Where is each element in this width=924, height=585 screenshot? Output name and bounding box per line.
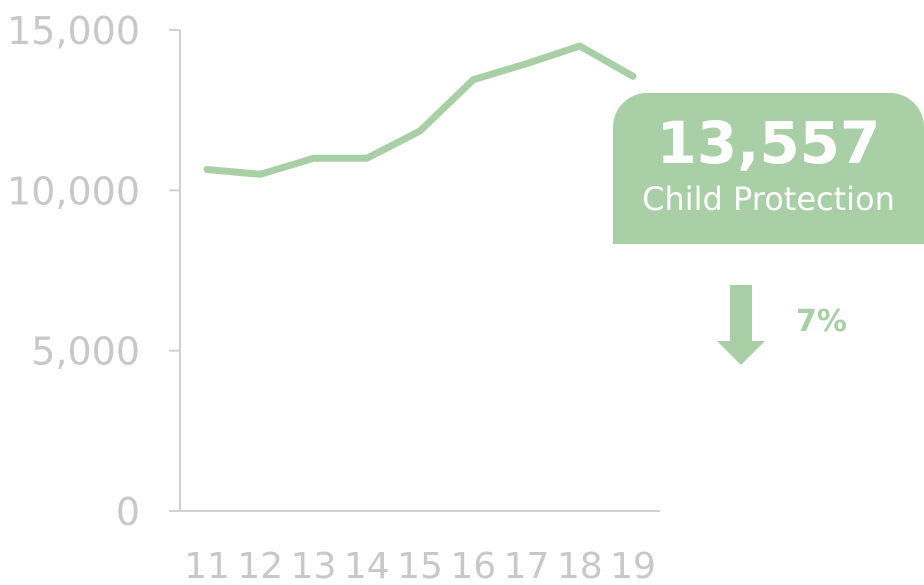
x-tick-label: 16: [450, 546, 496, 585]
y-tick-label: 5,000: [31, 330, 140, 374]
chart-series: [203, 42, 637, 178]
callout-label: Child Protection: [642, 180, 895, 218]
x-tick-label: 18: [557, 546, 603, 585]
x-tick-label: 19: [610, 546, 656, 585]
y-axis-ticks: 0 5,000 10,000 15,000: [7, 9, 180, 534]
callout-value: 13,557: [656, 109, 881, 177]
y-tick-label: 15,000: [7, 9, 140, 53]
chart-axes: [179, 30, 660, 512]
x-tick-label: 14: [344, 546, 390, 585]
down-arrow-icon: [717, 285, 765, 365]
x-tick-label: 15: [397, 546, 443, 585]
x-tick-label: 13: [291, 546, 337, 585]
y-tick-label: 10,000: [7, 169, 140, 213]
x-axis-ticks: 11 12 13 14 15 16 17 18 19: [184, 546, 656, 585]
x-tick-label: 17: [504, 546, 550, 585]
y-tick-label: 0: [116, 490, 140, 534]
x-tick-label: 11: [184, 546, 230, 585]
series-line: [203, 42, 637, 178]
x-tick-label: 12: [237, 546, 283, 585]
value-callout: 13,557 Child Protection: [613, 93, 924, 244]
change-percentage: 7%: [796, 304, 847, 339]
